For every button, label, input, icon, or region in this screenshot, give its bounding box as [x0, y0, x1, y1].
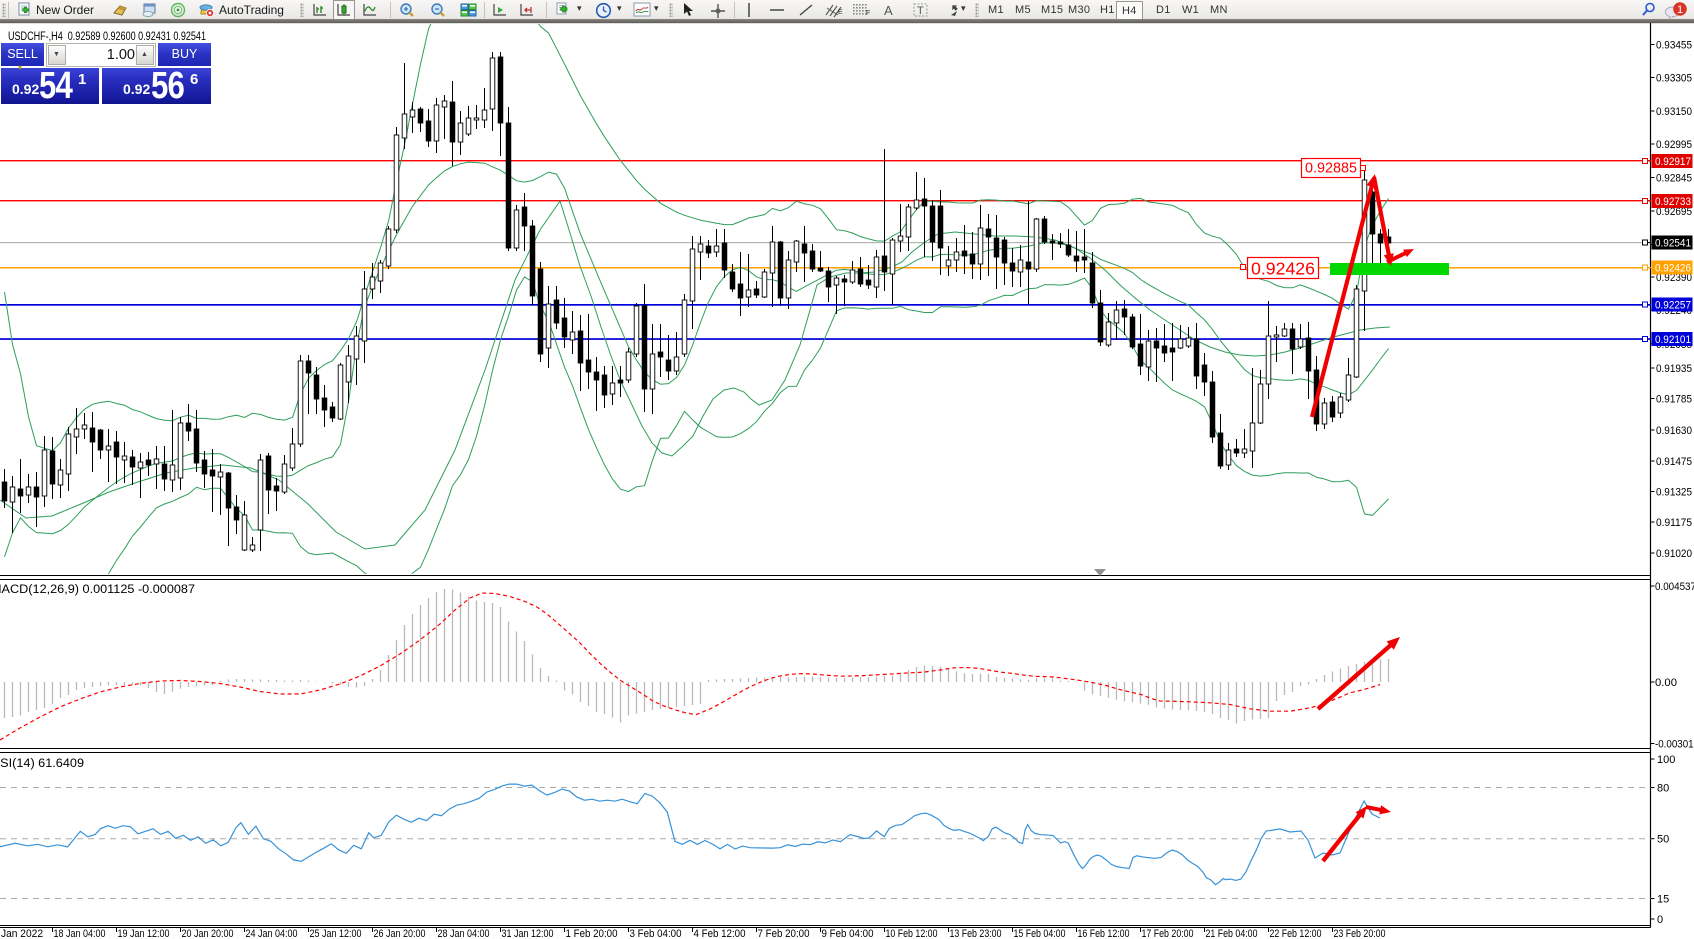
svg-text:0.92995: 0.92995: [1656, 139, 1692, 151]
svg-text:23 Feb 20:00: 23 Feb 20:00: [1334, 928, 1386, 939]
svg-text:31 Jan 12:00: 31 Jan 12:00: [502, 928, 554, 939]
svg-text:4 Feb 12:00: 4 Feb 12:00: [694, 928, 746, 939]
svg-text:20 Jan 20:00: 20 Jan 20:00: [182, 928, 234, 939]
svg-text:Jan 2022: Jan 2022: [1, 928, 43, 939]
svg-text:80: 80: [1657, 783, 1669, 795]
svg-text:-0.003016: -0.003016: [1655, 739, 1694, 751]
svg-text:0: 0: [1657, 914, 1663, 926]
svg-text:0.91630: 0.91630: [1656, 425, 1692, 437]
svg-text:7 Feb 20:00: 7 Feb 20:00: [758, 928, 810, 939]
svg-text:0.92885: 0.92885: [1305, 161, 1357, 177]
svg-text:9 Feb 04:00: 9 Feb 04:00: [822, 928, 874, 939]
svg-text:T: T: [917, 5, 924, 17]
svg-text:0.92845: 0.92845: [1656, 173, 1692, 185]
svg-text:0.92695: 0.92695: [1656, 206, 1692, 218]
svg-text:100: 100: [1657, 754, 1675, 766]
svg-text:50: 50: [1657, 834, 1669, 846]
svg-text:0.92917: 0.92917: [1655, 156, 1691, 168]
svg-text:18 Jan 04:00: 18 Jan 04:00: [54, 928, 106, 939]
svg-text:26 Jan 20:00: 26 Jan 20:00: [374, 928, 426, 939]
svg-text:0.92390: 0.92390: [1656, 272, 1692, 284]
svg-text:15: 15: [1657, 894, 1669, 906]
svg-text:0.91325: 0.91325: [1656, 487, 1692, 499]
svg-text:0.92733: 0.92733: [1655, 196, 1691, 208]
svg-text:0.92541: 0.92541: [1655, 238, 1691, 250]
svg-text:MACD(12,26,9) 0.001125 -0.0000: MACD(12,26,9) 0.001125 -0.000087: [0, 584, 195, 596]
svg-text:28 Jan 04:00: 28 Jan 04:00: [438, 928, 490, 939]
svg-text:RSI(14) 61.6409: RSI(14) 61.6409: [0, 758, 84, 770]
svg-text:0.91935: 0.91935: [1656, 363, 1692, 375]
svg-text:0.92426: 0.92426: [1655, 263, 1691, 275]
svg-text:0.00: 0.00: [1655, 677, 1677, 689]
svg-text:0.92101: 0.92101: [1655, 334, 1691, 346]
svg-text:24 Jan 04:00: 24 Jan 04:00: [246, 928, 298, 939]
svg-text:0.92257: 0.92257: [1655, 300, 1691, 312]
svg-text:0.91785: 0.91785: [1656, 394, 1692, 406]
svg-text:25 Jan 12:00: 25 Jan 12:00: [310, 928, 362, 939]
svg-text:22 Feb 12:00: 22 Feb 12:00: [1270, 928, 1322, 939]
svg-text:0.93305: 0.93305: [1656, 73, 1692, 85]
svg-text:10 Feb 12:00: 10 Feb 12:00: [886, 928, 938, 939]
svg-text:13 Feb 23:00: 13 Feb 23:00: [950, 928, 1002, 939]
svg-text:0.92426: 0.92426: [1251, 259, 1315, 279]
svg-text:0.004537: 0.004537: [1655, 581, 1694, 593]
svg-text:0.91475: 0.91475: [1656, 456, 1692, 468]
svg-text:16 Feb 12:00: 16 Feb 12:00: [1078, 928, 1130, 939]
svg-text:1 Feb 20:00: 1 Feb 20:00: [566, 928, 618, 939]
svg-text:19 Jan 12:00: 19 Jan 12:00: [118, 928, 170, 939]
svg-text:USDCHF-,H4 0.92589 0.92600 0.: USDCHF-,H4 0.92589 0.92600 0.92431 0.925…: [8, 31, 206, 43]
svg-text:21 Feb 04:00: 21 Feb 04:00: [1206, 928, 1258, 939]
svg-text:0.91175: 0.91175: [1656, 517, 1692, 529]
svg-text:0.91020: 0.91020: [1656, 548, 1692, 560]
svg-text:17 Feb 20:00: 17 Feb 20:00: [1142, 928, 1194, 939]
svg-text:15 Feb 04:00: 15 Feb 04:00: [1014, 928, 1066, 939]
svg-text:0.93455: 0.93455: [1656, 40, 1692, 52]
svg-text:0.93150: 0.93150: [1656, 106, 1692, 118]
svg-text:3 Feb 04:00: 3 Feb 04:00: [630, 928, 682, 939]
svg-text:1: 1: [1677, 4, 1683, 16]
